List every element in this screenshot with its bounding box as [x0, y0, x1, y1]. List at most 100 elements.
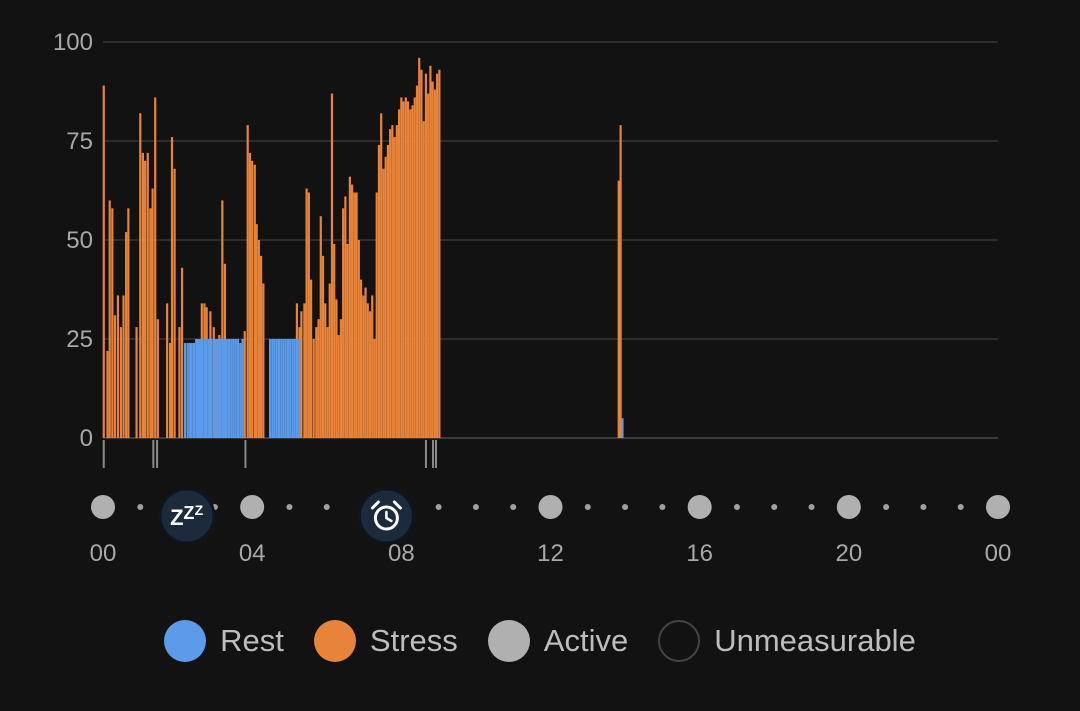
stress-bar [389, 129, 392, 438]
stress-swatch [313, 620, 356, 662]
x-tick-label: 20 [835, 540, 862, 567]
alarm-bell-left [370, 500, 380, 510]
stress-bar [257, 240, 260, 438]
timeline-minor-dot [584, 504, 591, 510]
stress-bar [344, 196, 347, 438]
stress-bar [366, 303, 369, 438]
unmeasurable-mark [424, 440, 427, 468]
legend-item-stress: Stress [313, 620, 458, 662]
stress-bar [321, 255, 325, 438]
rest-bar [205, 339, 208, 438]
stress-bar [303, 303, 306, 438]
rest-bar [234, 339, 237, 438]
stress-bar [127, 208, 130, 438]
stress-bar [342, 208, 345, 438]
stress-bar [371, 295, 374, 438]
unmeasurable-mark [432, 440, 435, 468]
rest-bar [225, 339, 228, 438]
stress-bar [255, 224, 258, 438]
stress-bar [251, 160, 254, 439]
rest-bar [227, 339, 231, 438]
stress-bar [307, 192, 310, 438]
unmeasurable-mark [102, 440, 105, 468]
rest-bar [218, 339, 222, 438]
stress-bar [337, 335, 340, 438]
stress-bar [402, 101, 405, 439]
timeline-minor-dot [622, 504, 629, 510]
legend-label-rest: Rest [220, 623, 284, 658]
stress-bar [113, 315, 117, 438]
timeline-minor-dot [771, 504, 778, 510]
zzz-glyph: Z [183, 503, 194, 523]
stress-bar [375, 192, 378, 438]
stress-bar [156, 319, 159, 438]
stress-bar [139, 113, 142, 438]
legend-item-unmeasurable: Unmeasurable [658, 620, 916, 662]
stress-bar [384, 156, 387, 438]
y-tick-label: 50 [66, 227, 93, 254]
stress-bar [422, 121, 425, 438]
rest-bar [216, 339, 219, 438]
stress-bar [424, 73, 428, 439]
stress-bar [393, 137, 396, 439]
stress-bar [315, 327, 318, 438]
stress-bar [154, 97, 157, 438]
rest-bar [268, 339, 272, 438]
stress-bar [309, 279, 313, 438]
legend-label-unmeasurable: Unmeasurable [714, 623, 916, 658]
stress-bar [397, 109, 401, 438]
rest-bar [188, 342, 191, 438]
stress-bar [305, 188, 308, 438]
stress-bar [415, 85, 419, 438]
rest-bar [198, 339, 202, 438]
stress-bar [436, 73, 439, 439]
rest-bar [195, 339, 198, 438]
y-tick-label: 25 [66, 326, 93, 353]
stress-bar [395, 125, 398, 438]
rest-bar [192, 342, 196, 438]
timeline-minor-dot [472, 504, 479, 510]
stress-bar [111, 208, 114, 438]
stress-bar [400, 97, 403, 438]
stress-bar [326, 327, 329, 438]
stress-bar [178, 327, 181, 438]
rest-bar [295, 339, 299, 438]
rest-bar [273, 339, 276, 438]
timeline-major-dot [91, 495, 115, 519]
stress-bar [429, 65, 432, 438]
rest-bar [298, 339, 301, 438]
rest-bar [291, 339, 294, 438]
rest-bar [239, 342, 242, 438]
stress-bar [617, 180, 620, 438]
x-tick-label: 12 [537, 540, 564, 567]
stress-bar [382, 168, 385, 438]
x-tick-label: 16 [686, 540, 713, 567]
timeline-minor-dot [883, 504, 890, 510]
timeline-major-dot [836, 495, 861, 519]
stress-bar [260, 255, 263, 438]
stress-bar [438, 69, 441, 438]
stress-bar [346, 243, 349, 438]
stress-bar [116, 295, 120, 438]
timeline-minor-dot [957, 504, 964, 510]
timeline-minor-dot [286, 504, 293, 510]
stress-bar [248, 152, 252, 438]
stress-bar [149, 208, 152, 438]
stress-bar [169, 342, 172, 438]
stress-bar [351, 184, 354, 438]
timeline-major-dot [687, 495, 712, 519]
timeline-minor-dot [510, 504, 517, 510]
rest-bar [280, 339, 283, 438]
stress-bar [146, 152, 149, 438]
timeline-major-dot [538, 495, 563, 519]
stress-bar [180, 267, 184, 438]
legend-label-active: Active [543, 623, 629, 658]
unmeasurable-mark [435, 440, 438, 468]
unmeasurable-mark [244, 440, 247, 468]
x-tick-label: 08 [388, 540, 415, 567]
stress-bar [433, 89, 436, 439]
stress-bar [357, 240, 360, 438]
rest-bar [210, 339, 213, 438]
stress-bar [300, 311, 303, 438]
stress-bar [420, 69, 423, 438]
